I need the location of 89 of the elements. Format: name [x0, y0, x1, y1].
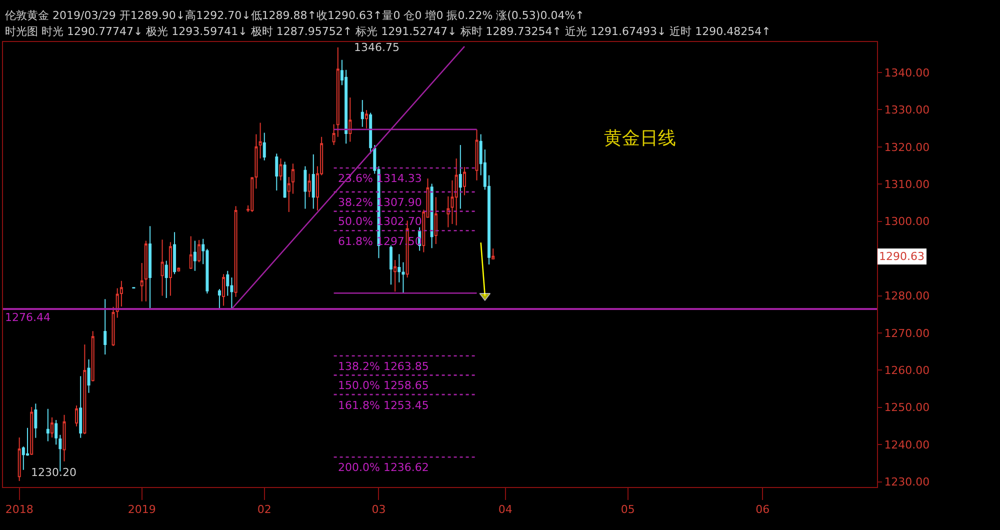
candlestick — [83, 344, 86, 435]
x-tick-label: 2019 — [128, 503, 156, 516]
y-tick-label: 1330.00 — [884, 104, 930, 117]
candlestick — [104, 298, 107, 356]
candlestick — [398, 254, 401, 283]
candlestick — [369, 112, 372, 154]
y-tick-label: 1240.00 — [884, 438, 930, 452]
text: 黄金日线 — [604, 128, 676, 150]
candlestick — [193, 240, 196, 272]
candlestick — [148, 226, 152, 310]
y-tick-label: 1230.00 — [884, 476, 930, 489]
candlestick — [79, 376, 82, 438]
candlestick — [434, 196, 438, 245]
candlestick — [394, 260, 397, 292]
candlestick — [218, 288, 221, 310]
candlestick — [430, 183, 434, 249]
x-tick-label: 02 — [257, 503, 272, 516]
candlestick — [189, 236, 192, 270]
x-tick-label: 04 — [498, 503, 512, 516]
x-tick-label: 03 — [372, 503, 386, 516]
candlestick — [164, 260, 168, 298]
text: 1290.63 — [879, 250, 924, 263]
y-tick-label: 1260.00 — [884, 364, 930, 378]
candlestick — [34, 403, 38, 438]
candlestick — [458, 144, 462, 210]
candlestick — [87, 358, 90, 394]
candlestick — [332, 124, 336, 146]
candlestick — [304, 166, 307, 210]
candlestick — [54, 420, 58, 446]
candlestick — [402, 262, 405, 294]
annotation: 1346.75 — [354, 41, 400, 54]
candlestick — [75, 405, 78, 427]
candlestick — [140, 262, 144, 302]
candlestick — [30, 406, 34, 456]
candlestick — [275, 153, 278, 191]
candlestick — [18, 437, 21, 482]
annotation: 161.8% 1253.45 — [338, 399, 429, 412]
candlestick — [144, 240, 148, 302]
candlestick — [287, 176, 290, 213]
candlestick — [446, 196, 450, 228]
candlestick — [475, 128, 478, 181]
candlestick — [160, 239, 164, 296]
candlestick — [177, 266, 180, 272]
candlestick — [168, 242, 172, 296]
candlestick — [222, 274, 226, 306]
candlestick — [254, 134, 258, 190]
candlestick — [454, 158, 458, 226]
candlestick — [492, 248, 495, 260]
annotation: 1230.20 — [31, 466, 76, 479]
annotation: 200.0% 1236.62 — [338, 461, 429, 474]
candlestick — [91, 330, 94, 382]
y-tick-label: 1300.00 — [884, 215, 930, 228]
annotation: 138.2% 1263.85 — [338, 360, 429, 373]
y-tick-label: 1270.00 — [884, 326, 930, 340]
candlestick — [116, 288, 119, 318]
candlestick — [120, 280, 123, 308]
candlestick — [312, 154, 315, 210]
candlestick — [50, 416, 54, 438]
y-tick-label: 1280.00 — [884, 290, 930, 303]
ref-line-label: 1276.44 — [5, 311, 50, 324]
candlestick — [46, 408, 50, 442]
x-tick-label: 06 — [756, 503, 770, 516]
candlestick — [360, 100, 364, 128]
candlestick — [291, 163, 294, 194]
text: 伦敦黄金 2019/03/29 开1289.90↓高1292.70↓低1289.88↑收1290.63↑量0 仓0 增0 振0.22% 涨(0.53)0.04%↑ — [5, 9, 584, 22]
y-tick-label: 1310.00 — [884, 178, 930, 191]
y-tick-label: 1320.00 — [884, 140, 930, 154]
candlestick — [308, 173, 311, 198]
candlestick — [463, 166, 466, 196]
x-tick-label: 2018 — [5, 503, 34, 516]
y-tick-label: 1340.00 — [884, 66, 930, 80]
candlestick — [198, 239, 201, 263]
candlestick — [279, 158, 282, 181]
candlestick — [250, 176, 254, 213]
candlestick — [62, 414, 66, 462]
candlestick — [364, 110, 368, 129]
candlestick — [258, 122, 262, 159]
candlestick — [283, 161, 286, 198]
candlestick — [389, 245, 392, 286]
annotation: 150.0% 1258.65 — [338, 379, 429, 392]
candlestick — [112, 306, 115, 346]
candlestick — [348, 96, 352, 142]
text: 时光图 时光 1290.77747↓ 极光 1293.59741↓ 极时 1287.95752↑ 标光 1291.52747↓ 标时 1289.73254↑ 近光 1291.67493↓ 近时 1290.48254↑ — [5, 25, 771, 38]
candlestick — [173, 232, 176, 275]
y-tick-label: 1250.00 — [884, 401, 930, 414]
candlestick — [262, 132, 266, 161]
candlestick — [336, 46, 340, 138]
x-tick-label: 05 — [620, 503, 635, 516]
candlestick — [234, 206, 238, 298]
